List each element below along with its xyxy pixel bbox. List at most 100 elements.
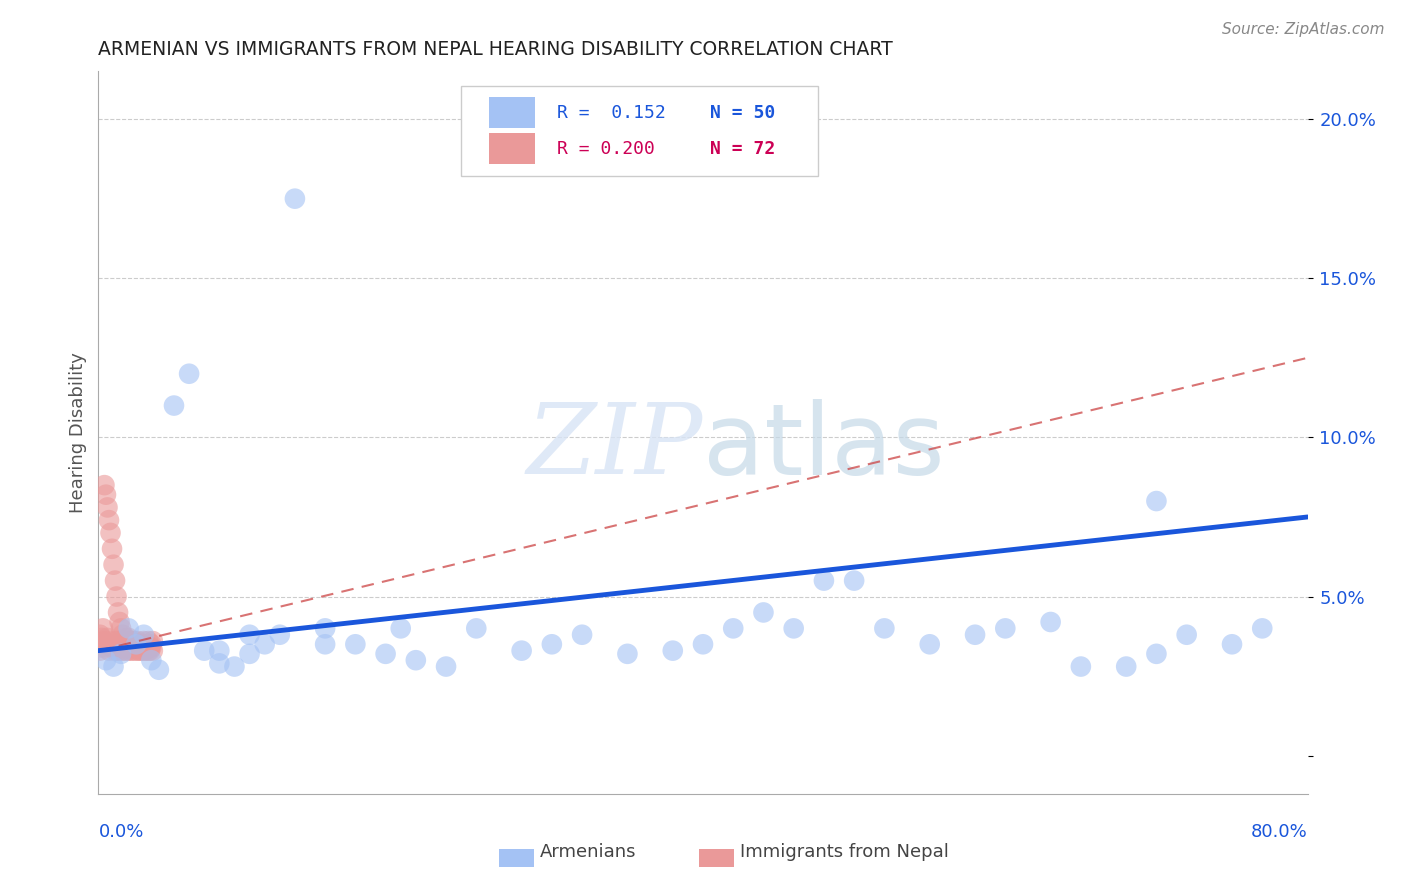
Point bbox=[465, 621, 488, 635]
Point bbox=[118, 621, 141, 635]
Point bbox=[752, 606, 775, 620]
Point bbox=[100, 637, 122, 651]
Point bbox=[918, 637, 941, 651]
Point bbox=[101, 640, 124, 655]
Point bbox=[110, 647, 132, 661]
Text: 0.0%: 0.0% bbox=[98, 823, 143, 841]
Point bbox=[127, 640, 149, 655]
Point bbox=[131, 637, 153, 651]
Point bbox=[121, 634, 143, 648]
Point bbox=[661, 643, 683, 657]
Text: R = 0.200: R = 0.200 bbox=[557, 140, 655, 158]
Point bbox=[91, 621, 114, 635]
Point bbox=[813, 574, 835, 588]
Point bbox=[783, 621, 806, 635]
Point bbox=[100, 525, 122, 540]
Text: R =  0.152: R = 0.152 bbox=[557, 103, 665, 121]
Point bbox=[124, 640, 146, 655]
Point bbox=[136, 634, 159, 648]
Point bbox=[94, 653, 117, 667]
Point bbox=[389, 621, 412, 635]
Point bbox=[104, 574, 127, 588]
Bar bbox=[489, 134, 534, 164]
Point bbox=[132, 643, 155, 657]
Point bbox=[135, 640, 157, 655]
Point bbox=[103, 634, 125, 648]
Point bbox=[253, 637, 276, 651]
Text: 80.0%: 80.0% bbox=[1251, 823, 1308, 841]
Point bbox=[103, 558, 125, 572]
Point bbox=[89, 628, 111, 642]
Point bbox=[1070, 659, 1092, 673]
Point bbox=[374, 647, 396, 661]
Point bbox=[118, 631, 141, 645]
Text: N = 72: N = 72 bbox=[710, 140, 776, 158]
Point bbox=[128, 637, 150, 651]
Point bbox=[125, 637, 148, 651]
Point bbox=[114, 631, 136, 645]
Point bbox=[128, 643, 150, 657]
Point bbox=[93, 478, 115, 492]
Point bbox=[111, 637, 134, 651]
Point bbox=[135, 637, 157, 651]
Point bbox=[723, 621, 745, 635]
Point bbox=[89, 643, 111, 657]
Point bbox=[142, 634, 165, 648]
Point bbox=[103, 659, 125, 673]
Point bbox=[239, 628, 262, 642]
Point bbox=[136, 643, 159, 657]
Point bbox=[1115, 659, 1137, 673]
Point bbox=[125, 637, 148, 651]
Point bbox=[112, 643, 135, 657]
Point bbox=[112, 634, 135, 648]
Point bbox=[1039, 615, 1062, 629]
Text: ZIP: ZIP bbox=[527, 400, 703, 495]
Point bbox=[115, 643, 138, 657]
Point bbox=[1175, 628, 1198, 642]
Point bbox=[122, 637, 145, 651]
Text: Immigrants from Nepal: Immigrants from Nepal bbox=[740, 843, 949, 861]
Point bbox=[139, 640, 162, 655]
Point bbox=[405, 653, 427, 667]
Point bbox=[141, 640, 163, 655]
Point bbox=[110, 621, 132, 635]
Point bbox=[120, 637, 142, 651]
Point bbox=[139, 643, 162, 657]
Point bbox=[141, 653, 163, 667]
Point bbox=[692, 637, 714, 651]
Point bbox=[284, 192, 307, 206]
Point bbox=[540, 637, 562, 651]
Point bbox=[571, 628, 593, 642]
Point bbox=[134, 643, 156, 657]
Point bbox=[134, 640, 156, 655]
Point bbox=[104, 643, 127, 657]
Point bbox=[224, 659, 246, 673]
Point bbox=[269, 628, 291, 642]
Point bbox=[110, 643, 132, 657]
Point bbox=[163, 399, 186, 413]
Point bbox=[115, 634, 138, 648]
Point bbox=[132, 628, 155, 642]
Point bbox=[127, 634, 149, 648]
Point bbox=[434, 659, 457, 673]
Point bbox=[90, 640, 112, 655]
Y-axis label: Hearing Disability: Hearing Disability bbox=[69, 352, 87, 513]
Point bbox=[120, 643, 142, 657]
Point bbox=[994, 621, 1017, 635]
Point bbox=[107, 643, 129, 657]
Point bbox=[1144, 647, 1167, 661]
Point bbox=[108, 615, 131, 629]
Point bbox=[105, 590, 128, 604]
Point bbox=[344, 637, 367, 651]
Point bbox=[91, 637, 114, 651]
Point bbox=[1251, 621, 1274, 635]
Point bbox=[965, 628, 987, 642]
Bar bbox=[489, 97, 534, 128]
Point bbox=[125, 643, 148, 657]
Text: Source: ZipAtlas.com: Source: ZipAtlas.com bbox=[1222, 22, 1385, 37]
Text: N = 50: N = 50 bbox=[710, 103, 776, 121]
Point bbox=[94, 637, 117, 651]
Point bbox=[129, 643, 152, 657]
Point bbox=[132, 634, 155, 648]
Point bbox=[118, 640, 141, 655]
